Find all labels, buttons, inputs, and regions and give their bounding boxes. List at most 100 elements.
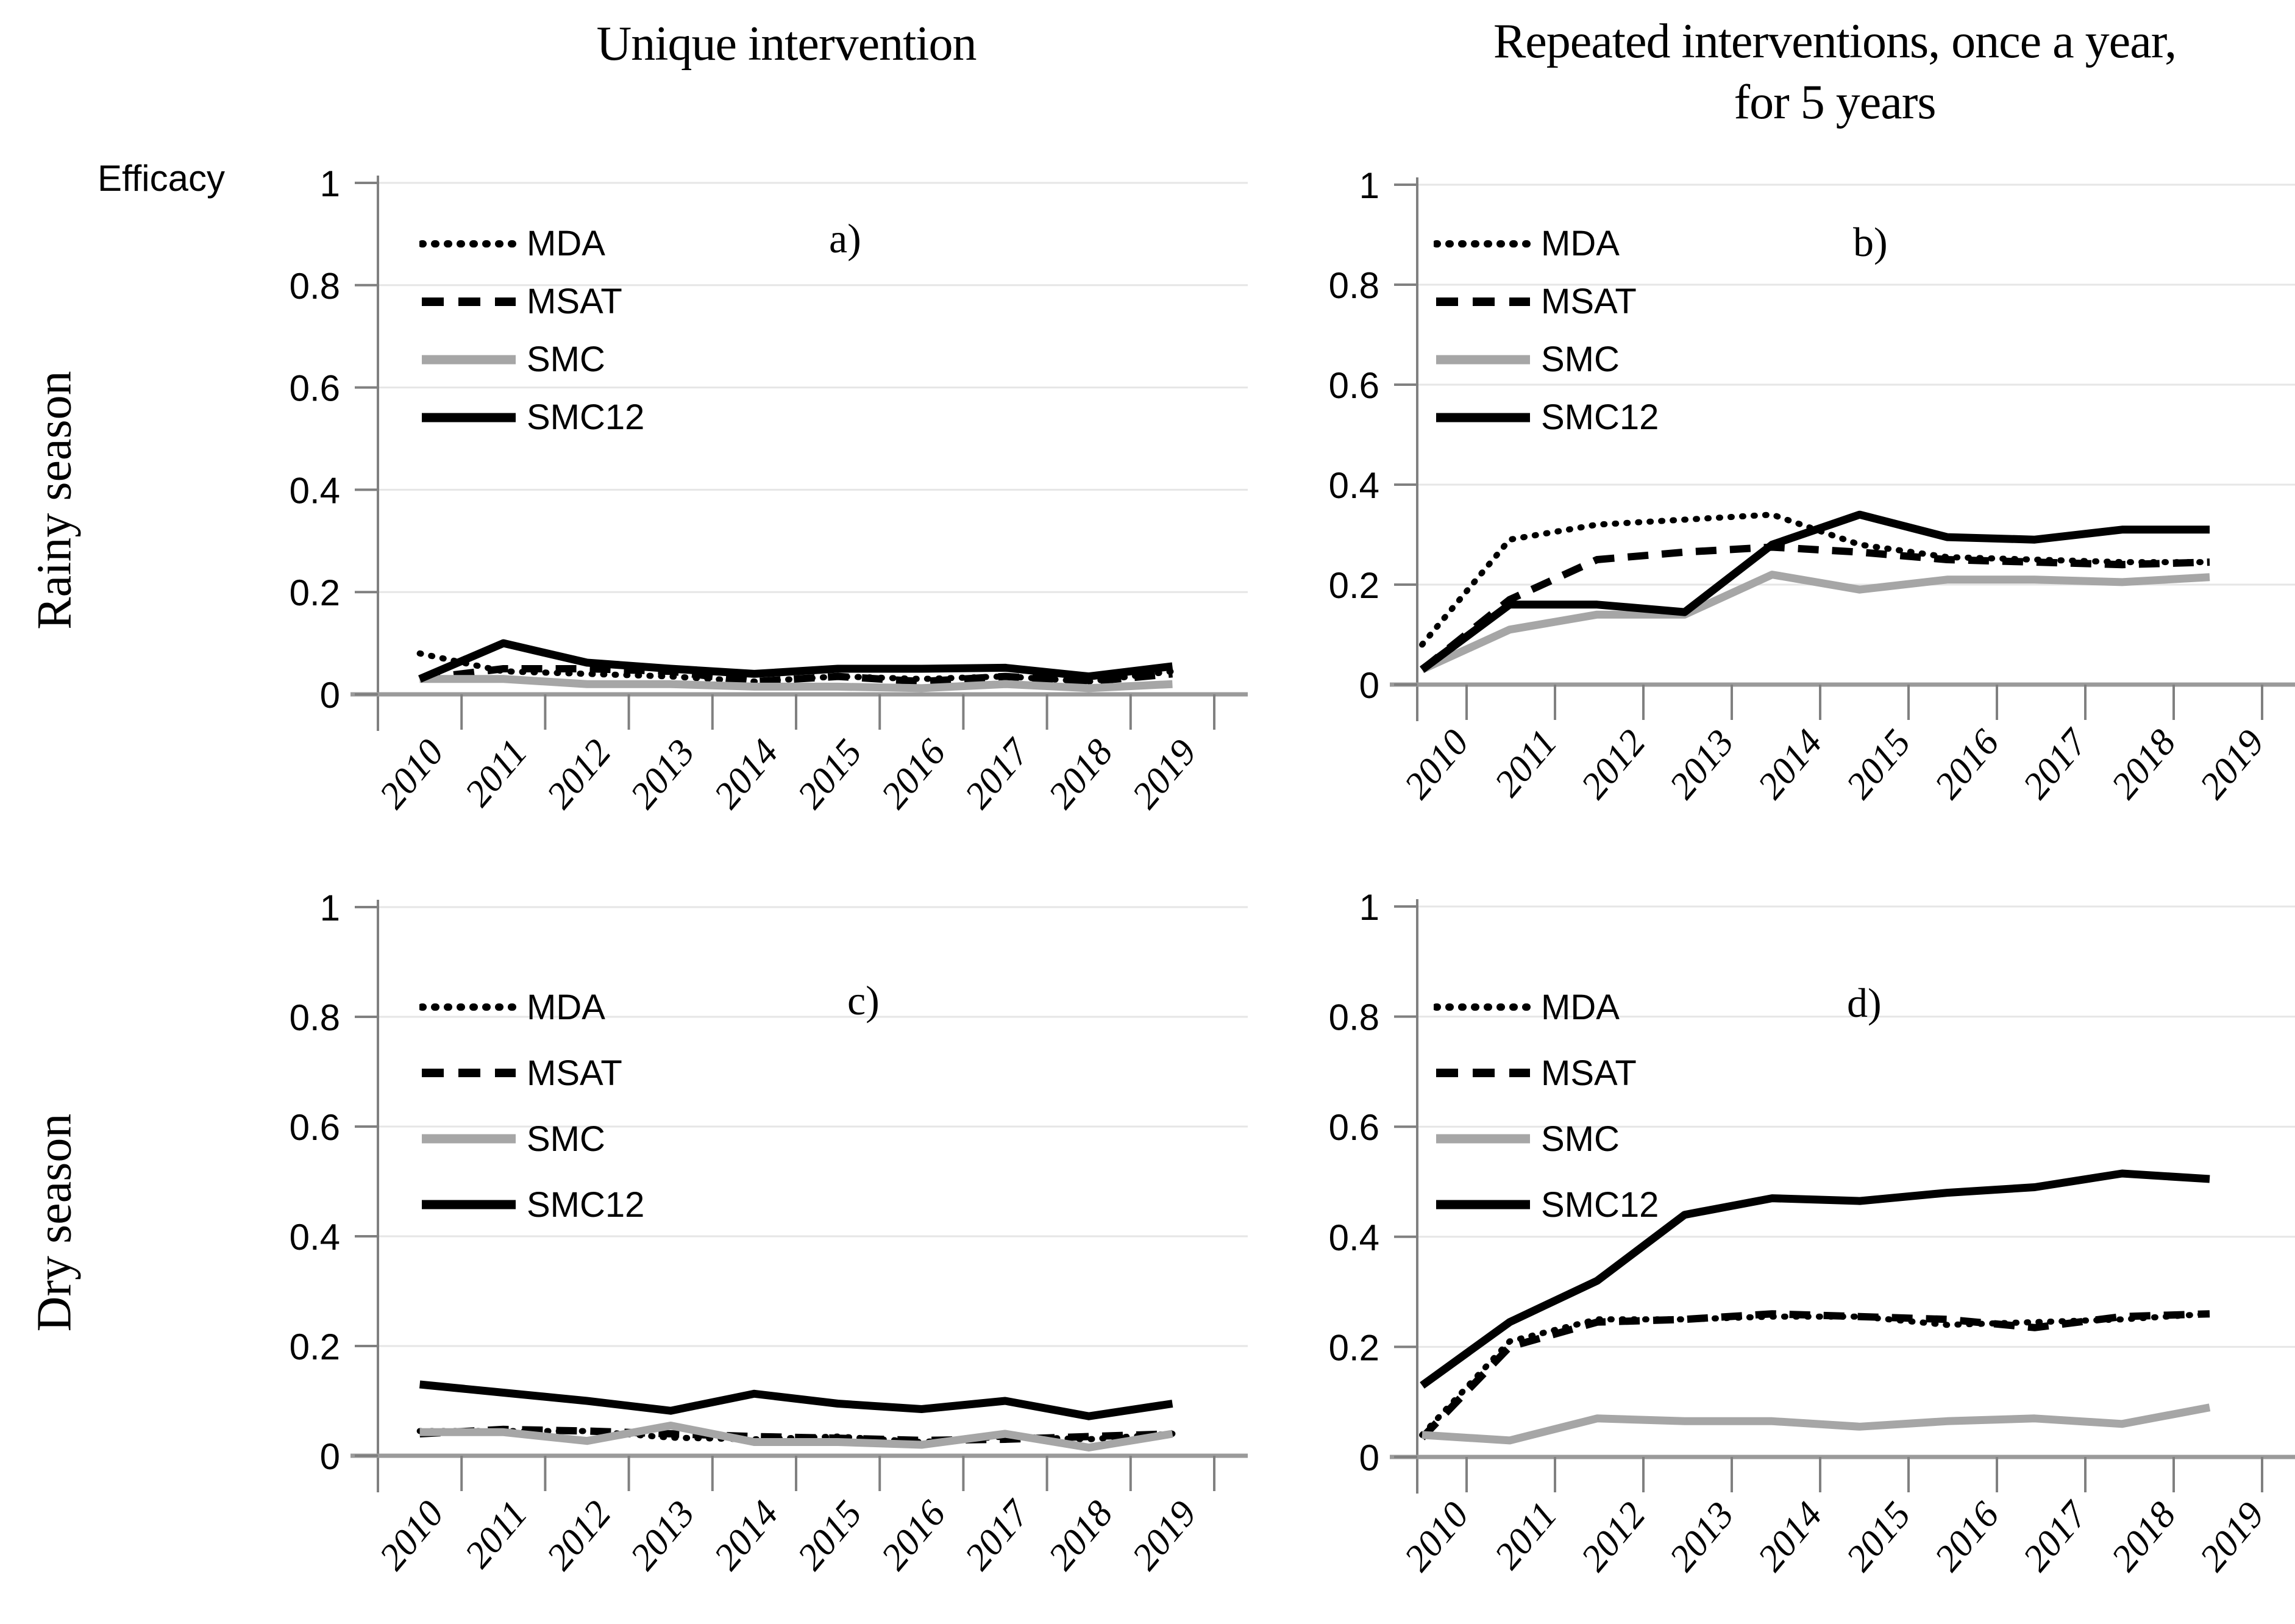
panel-c-xtick-label-2016: 2016 [874,1493,954,1578]
legend-label-MDA: MDA [527,224,605,263]
panel-a-xtick-label-2010: 2010 [372,732,452,816]
panel-d-series-MDA [1419,1311,2213,1438]
panel-c-ytick-label-0.2: 0.2 [290,1327,340,1367]
panel-c-xtick-label-2012: 2012 [539,1493,619,1578]
panel-b-legend-item-MSAT: MSAT [1434,272,1659,330]
panel-c-legend-item-MSAT: MSAT [419,1040,644,1106]
panel-a-ytick-label-0.2: 0.2 [290,572,340,613]
panel-a-ytick-label-0.8: 0.8 [290,266,340,307]
solid-line-swatch [422,1200,516,1209]
solid-line-swatch [1436,355,1530,364]
legend-label-SMC: SMC [527,340,605,379]
panel-a-legend-item-SMC: SMC [419,330,644,388]
panel-b-series-SMC [1420,571,2210,674]
panel-b-legend: MDA MSAT SMC SMC12 [1434,215,1659,446]
panel-c-ytick-label-0.6: 0.6 [290,1107,340,1148]
panel-c-legend-item-SMC12: SMC12 [419,1172,644,1238]
dashed-line-swatch [422,297,516,306]
panel-a-series-MSAT [419,665,1173,685]
panel-b-ytick-label-0: 0 [1359,665,1379,706]
panel-b-ytick-label-1: 1 [1359,165,1379,206]
panel-b-xtick-label-2015: 2015 [1838,722,1919,807]
column-title-repeated-line2: for 5 years [1734,76,1936,129]
panel-a-legend-item-SMC12: SMC12 [419,388,644,446]
panel-c-ytick-label-0: 0 [320,1436,340,1477]
dotted-line-swatch [1434,1003,1532,1011]
panel-c-xtick-label-2014: 2014 [706,1493,786,1578]
panel-d-xtick-label-2016: 2016 [1927,1494,2007,1579]
column-title-repeated-line1: Repeated interventions, once a year, [1493,15,2177,68]
dashed-line-swatch [1436,1069,1530,1077]
panel-d-xtick-label-2013: 2013 [1662,1494,1742,1579]
panel-c-xtick-label-2019: 2019 [1124,1493,1204,1578]
panel-c-ytick-label-0.4: 0.4 [290,1217,340,1258]
panel-d-ytick-label-1: 1 [1359,887,1379,928]
legend-label-SMC12: SMC12 [527,397,645,437]
legend-label-MSAT: MSAT [1541,282,1637,321]
panel-b-legend-item-MDA: MDA [1434,215,1659,272]
solid-line-swatch [1436,413,1530,422]
panel-b-xtick-label-2011: 2011 [1487,722,1565,804]
panel-b-legend-item-SMC: SMC [1434,330,1659,388]
panel-b-xtick-label-2019: 2019 [2192,722,2272,807]
solid-line-swatch [422,1134,516,1144]
legend-label-MSAT: MSAT [527,282,622,321]
legend-label-SMC: SMC [527,1119,605,1159]
panel-c-xtick-label-2011: 2011 [457,1493,536,1575]
panel-b-ytick-label-0.8: 0.8 [1329,265,1379,306]
legend-label-SMC: SMC [1541,1119,1620,1159]
panel-c-xtick-label-2017: 2017 [957,1492,1039,1578]
solid-line-swatch [422,355,516,364]
panel-d-xtick-label-2012: 2012 [1573,1494,1654,1579]
panel-c-ytick-label-0.8: 0.8 [290,997,340,1038]
panel-d-series-SMC [1421,1403,2211,1445]
panel-b-ytick-label-0.2: 0.2 [1329,565,1379,606]
dotted-line-swatch [419,1003,518,1011]
panel-d-legend-item-SMC12: SMC12 [1434,1172,1659,1238]
panel-d-legend-item-MSAT: MSAT [1434,1040,1659,1106]
panel-d-letter: d) [1847,980,1882,1026]
panel-a-legend-item-MSAT: MSAT [419,272,644,330]
panel-a-xtick-label-2018: 2018 [1041,732,1121,816]
panel-d-series-SMC12 [1420,1169,2210,1389]
panel-a-legend-item-MDA: MDA [419,215,644,272]
panel-b-xtick-label-2018: 2018 [2104,722,2184,807]
panel-a-xtick-label-2014: 2014 [706,732,786,816]
panel-d-xtick-label-2019: 2019 [2192,1494,2272,1579]
panel-d-ytick-label-0.8: 0.8 [1329,997,1379,1038]
panel-c-legend-item-MDA: MDA [419,974,644,1040]
panel-a-legend: MDA MSAT SMC SMC12 [419,215,644,446]
panel-a-ytick-label-0: 0 [320,675,340,716]
legend-label-MDA: MDA [527,987,605,1027]
panel-a-ytick-label-0.6: 0.6 [290,368,340,409]
dashed-line-swatch [1436,297,1530,306]
panel-d-xtick-label-2011: 2011 [1487,1494,1565,1576]
panel-c-series-SMC12 [419,1380,1173,1420]
solid-line-swatch [1436,1200,1530,1209]
panel-b-xtick-label-2016: 2016 [1927,722,2007,807]
legend-label-MDA: MDA [1541,987,1620,1027]
panel-b-series-MSAT [1420,543,2210,673]
panel-b-xtick-label-2013: 2013 [1662,722,1742,807]
panel-d-ytick-label-0.6: 0.6 [1329,1107,1379,1148]
panel-c-xtick-label-2015: 2015 [790,1493,870,1578]
dotted-line-swatch [419,240,518,248]
dotted-line-swatch [1434,240,1532,248]
panel-a-series-SMC [419,675,1173,693]
legend-label-SMC: SMC [1541,340,1620,379]
legend-label-MSAT: MSAT [527,1053,622,1093]
panel-b-ytick-label-0.6: 0.6 [1329,365,1379,406]
panel-d-legend-item-SMC: SMC [1434,1106,1659,1172]
panel-a-ytick-label-1: 1 [320,163,340,204]
panel-d-legend-item-MDA: MDA [1434,974,1659,1040]
solid-line-swatch [422,413,516,422]
y-axis-label-efficacy: Efficacy [98,158,225,199]
legend-label-MDA: MDA [1541,224,1620,263]
panel-c-legend: MDA MSAT SMC SMC12 [419,974,644,1238]
legend-label-SMC12: SMC12 [1541,1184,1659,1225]
panel-c-legend-item-SMC: SMC [419,1106,644,1172]
panel-d-series-MSAT [1419,1310,2210,1441]
panel-c-xtick-label-2013: 2013 [622,1493,703,1578]
panel-d-ytick-label-0.2: 0.2 [1329,1327,1379,1368]
